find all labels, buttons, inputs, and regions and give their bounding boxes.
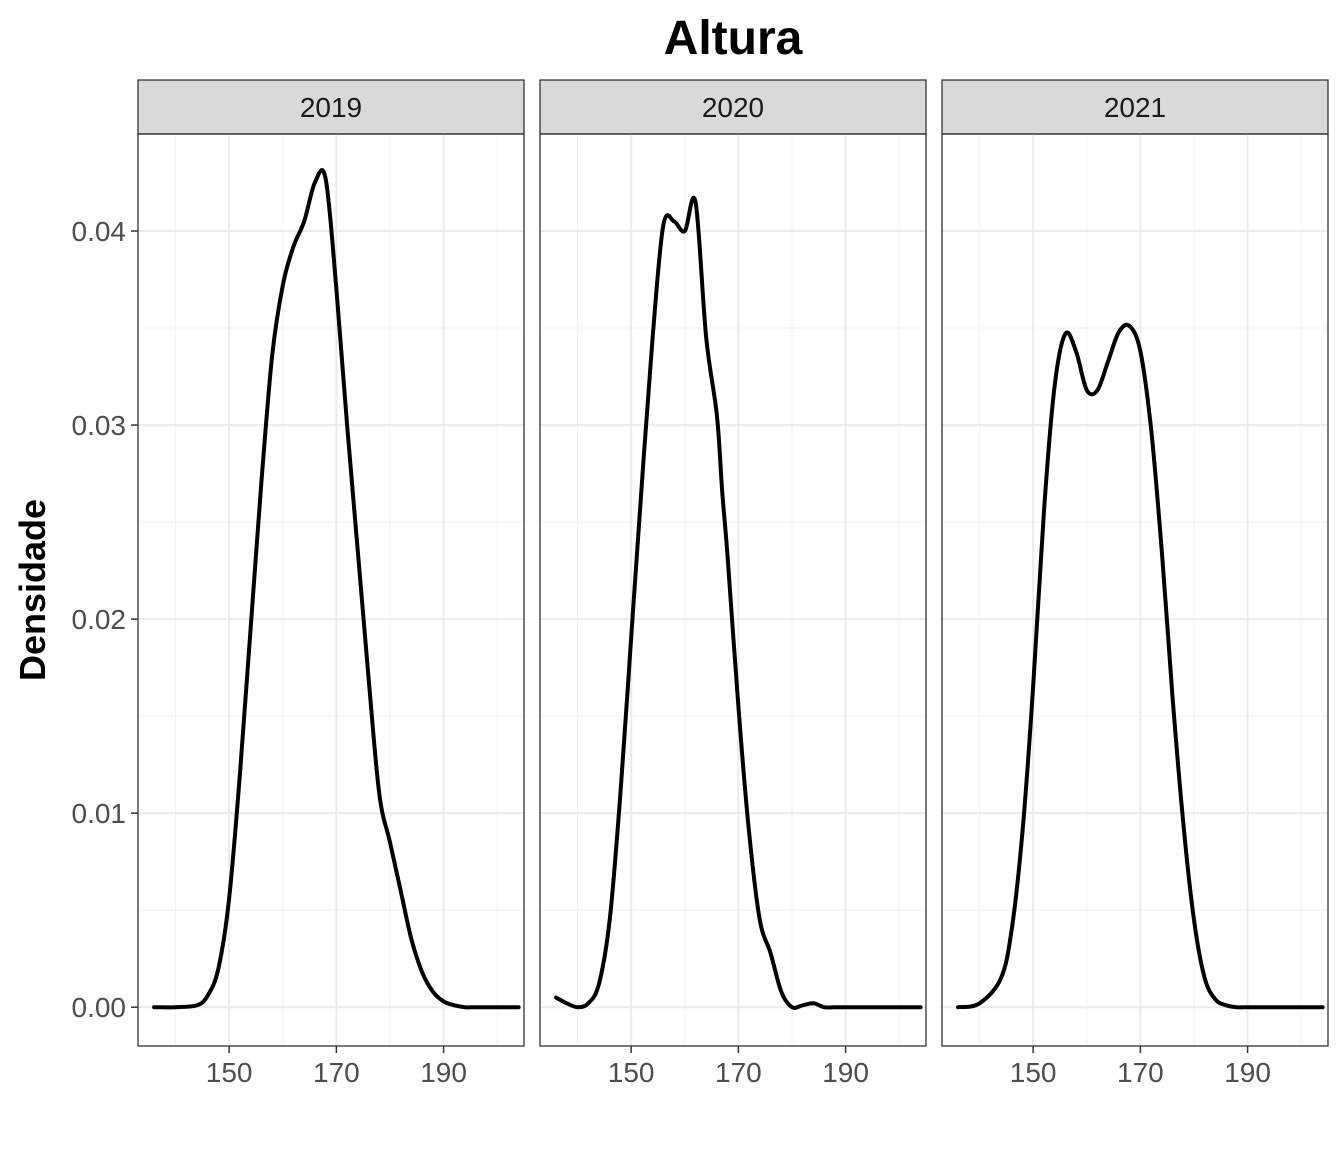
- y-tick-label: 0.04: [72, 216, 127, 247]
- x-tick-label: 170: [715, 1057, 762, 1088]
- x-tick-label: 190: [420, 1057, 467, 1088]
- y-tick-label: 0.03: [72, 410, 127, 441]
- y-tick-label: 0.01: [72, 798, 127, 829]
- panel-border: [137, 133, 525, 1047]
- facet-panel-2020: 2020 150 170 190: [539, 79, 927, 1088]
- y-axis: 0.00 0.01 0.02 0.03 0.04: [72, 216, 138, 1023]
- facet-strip-label: 2021: [1104, 92, 1166, 123]
- facet-strip-label: 2020: [702, 92, 764, 123]
- x-tick-label: 190: [822, 1057, 869, 1088]
- panel-border: [539, 133, 927, 1047]
- facet-strip: [941, 79, 1329, 135]
- facet-panel-2019: 2019 150 170 190: [137, 79, 525, 1088]
- facet-panel-2021: 2021 150 170 190: [941, 79, 1329, 1088]
- density-line-2020: [554, 196, 923, 1010]
- y-tick-label: 0.00: [72, 992, 127, 1023]
- density-line-2021: [956, 322, 1325, 1010]
- density-line-2019: [152, 168, 521, 1010]
- y-axis-label: Densidade: [12, 499, 53, 681]
- chart-title: Altura: [664, 12, 803, 65]
- x-tick-label: 170: [313, 1057, 360, 1088]
- panel-border: [941, 133, 1329, 1047]
- facet-strip: [137, 79, 525, 135]
- facet-strip-label: 2019: [300, 92, 362, 123]
- x-tick-label: 150: [206, 1057, 253, 1088]
- x-tick-label: 170: [1117, 1057, 1164, 1088]
- x-tick-label: 150: [608, 1057, 655, 1088]
- facet-panels: 2019 150 170 190 2020 150 170 190 2021 150 170 190: [137, 79, 1329, 1088]
- x-tick-label: 190: [1224, 1057, 1271, 1088]
- x-tick-label: 150: [1010, 1057, 1057, 1088]
- y-tick-label: 0.02: [72, 604, 127, 635]
